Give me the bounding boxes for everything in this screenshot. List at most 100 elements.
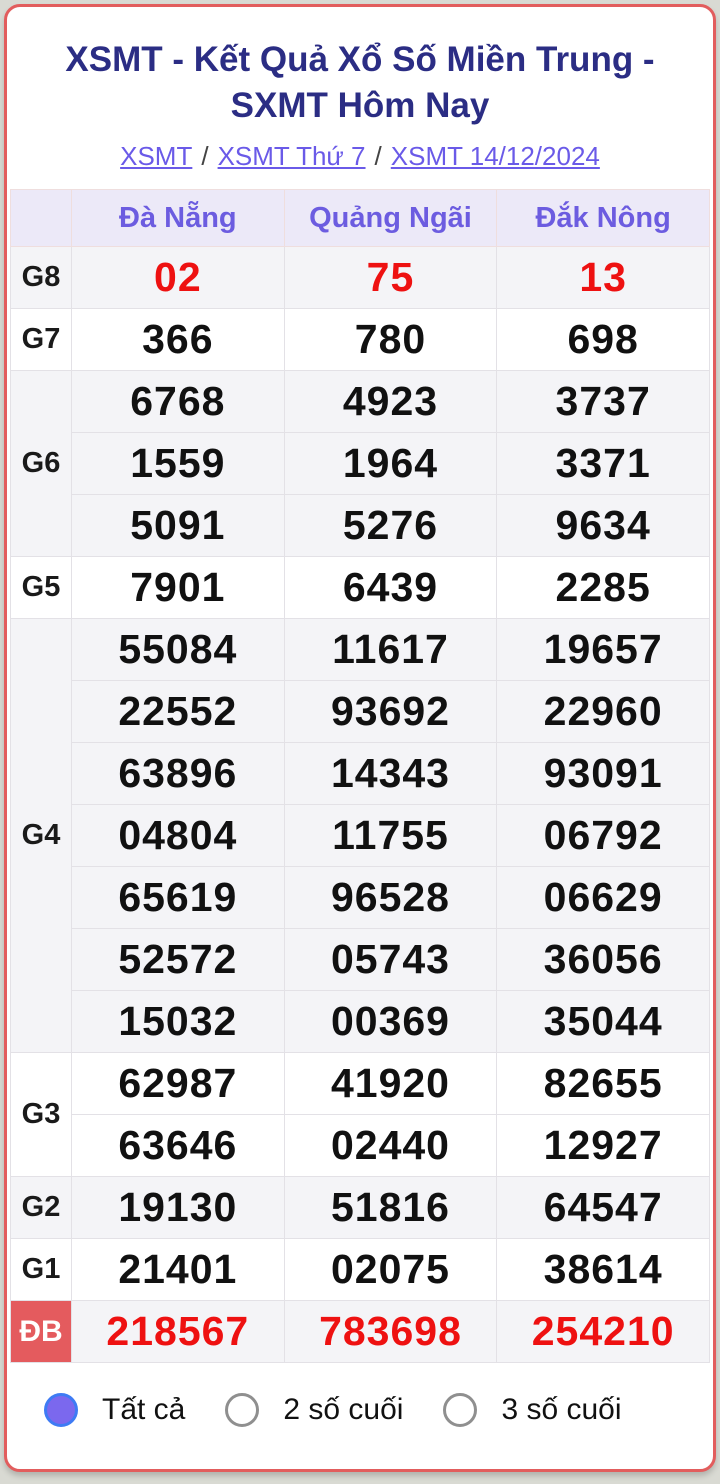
table-row: 5091 5276 9634 (11, 494, 710, 558)
table-row: 65619 96528 06629 (11, 866, 710, 930)
result-cell: 65619 (71, 866, 285, 930)
result-cell: 52572 (71, 928, 285, 992)
result-cell: 93091 (496, 742, 710, 806)
result-cell: 55084 (71, 618, 285, 682)
table-row: ĐB 218567 783698 254210 (10, 1300, 710, 1364)
filter-radio-group: Tất cả 2 số cuối 3 số cuối (10, 1363, 710, 1428)
prize-label-g6: G6 (10, 370, 72, 558)
result-cell: 35044 (496, 990, 710, 1054)
result-cell: 7901 (71, 556, 285, 620)
result-cell: 11755 (283, 804, 498, 868)
filter-option[interactable]: 2 số cuối (225, 1393, 404, 1428)
result-cell: 75 (283, 246, 498, 310)
prize-label-db: ĐB (10, 1300, 72, 1364)
table-row: 1559 1964 3371 (11, 432, 710, 496)
result-cell: 22552 (71, 680, 285, 744)
province-header: Đà Nẵng (71, 189, 285, 248)
result-cell: 9634 (496, 494, 710, 558)
result-cell: 64547 (496, 1176, 710, 1240)
result-cell: 15032 (71, 990, 285, 1054)
table-row: 63646 02440 12927 (11, 1114, 710, 1178)
table-row: G6 6768 4923 3737 (10, 370, 710, 558)
result-cell: 5276 (283, 494, 498, 558)
breadcrumb-link[interactable]: XSMT 14/12/2024 (390, 141, 600, 172)
table-row: 22552 93692 22960 (11, 680, 710, 744)
result-cell: 06629 (496, 866, 710, 930)
prize-label-g7: G7 (10, 308, 72, 372)
table-row: G1 21401 02075 38614 (10, 1238, 710, 1302)
radio-unselected-icon[interactable] (225, 1393, 260, 1428)
result-cell: 1964 (283, 432, 498, 496)
results-table-header: Đà Nẵng Quảng Ngãi Đắk Nông (10, 189, 710, 248)
breadcrumb-link[interactable]: XSMT Thứ 7 (217, 141, 366, 172)
result-cell: 11617 (283, 618, 498, 682)
result-cell: 02440 (283, 1114, 498, 1178)
filter-option[interactable]: 3 số cuối (443, 1393, 622, 1428)
prize-label-g4: G4 (10, 618, 72, 1054)
result-cell: 21401 (71, 1238, 285, 1302)
filter-option-label: 3 số cuối (501, 1393, 622, 1427)
result-cell: 12927 (496, 1114, 710, 1178)
table-row: 52572 05743 36056 (11, 928, 710, 992)
page-title: XSMT - Kết Quả Xổ Số Miền Trung - SXMT H… (65, 40, 655, 126)
table-row: 04804 11755 06792 (11, 804, 710, 868)
result-cell: 218567 (71, 1300, 285, 1364)
result-cell: 254210 (496, 1300, 710, 1364)
result-cell: 14343 (283, 742, 498, 806)
radio-unselected-icon[interactable] (443, 1393, 478, 1428)
result-cell: 93692 (283, 680, 498, 744)
result-cell: 19130 (71, 1176, 285, 1240)
breadcrumb-link[interactable]: XSMT (120, 141, 193, 172)
result-cell: 366 (71, 308, 285, 372)
lottery-result-card: XSMT - Kết Quả Xổ Số Miền Trung - SXMT H… (4, 4, 716, 1472)
result-cell: 1559 (71, 432, 285, 496)
table-row: G7 366 780 698 (10, 308, 710, 372)
result-cell: 4923 (283, 370, 498, 434)
filter-option-label: 2 số cuối (283, 1393, 404, 1427)
prize-label-g5: G5 (10, 556, 72, 620)
result-cell: 3371 (496, 432, 710, 496)
result-cell: 04804 (71, 804, 285, 868)
table-row: G3 62987 41920 82655 (10, 1052, 710, 1178)
breadcrumb-separator: / (201, 141, 209, 172)
result-cell: 02075 (283, 1238, 498, 1302)
prize-label-g2: G2 (10, 1176, 72, 1240)
result-cell: 06792 (496, 804, 710, 868)
filter-option-label: Tất cả (102, 1393, 186, 1427)
result-cell: 13 (496, 246, 710, 310)
breadcrumb-separator: / (374, 141, 382, 172)
result-cell: 6768 (71, 370, 285, 434)
corner-cell (10, 189, 72, 248)
result-cell: 698 (496, 308, 710, 372)
result-cell: 63896 (71, 742, 285, 806)
result-cell: 19657 (496, 618, 710, 682)
radio-selected-icon[interactable] (44, 1393, 78, 1428)
table-row: 15032 00369 35044 (11, 990, 710, 1054)
prize-label-g1: G1 (10, 1238, 72, 1302)
result-cell: 00369 (283, 990, 498, 1054)
result-cell: 783698 (283, 1300, 498, 1364)
result-cell: 96528 (283, 866, 498, 930)
result-cell: 22960 (496, 680, 710, 744)
results-table-body: G8 02 75 13 G7 366 780 698 G6 6768 4923 3737 1559 196… (10, 246, 710, 1364)
result-cell: 02 (71, 246, 285, 310)
table-row: G4 55084 11617 19657 (10, 618, 710, 1054)
result-cell: 41920 (283, 1052, 498, 1116)
result-cell: 63646 (71, 1114, 285, 1178)
result-cell: 6439 (283, 556, 498, 620)
province-header: Quảng Ngãi (283, 189, 498, 248)
result-cell: 3737 (496, 370, 710, 434)
result-cell: 38614 (496, 1238, 710, 1302)
prize-label-g3: G3 (10, 1052, 72, 1178)
table-row: G2 19130 51816 64547 (10, 1176, 710, 1240)
breadcrumb: XSMT / XSMT Thứ 7 / XSMT 14/12/2024 (10, 141, 710, 172)
result-cell: 780 (283, 308, 498, 372)
result-cell: 36056 (496, 928, 710, 992)
table-row: 63896 14343 93091 (11, 742, 710, 806)
province-header: Đắk Nông (496, 189, 710, 248)
result-cell: 5091 (71, 494, 285, 558)
table-row: G5 7901 6439 2285 (10, 556, 710, 620)
table-row: G8 02 75 13 (10, 246, 710, 310)
prize-label-g8: G8 (10, 246, 72, 310)
filter-option[interactable]: Tất cả (44, 1393, 186, 1428)
